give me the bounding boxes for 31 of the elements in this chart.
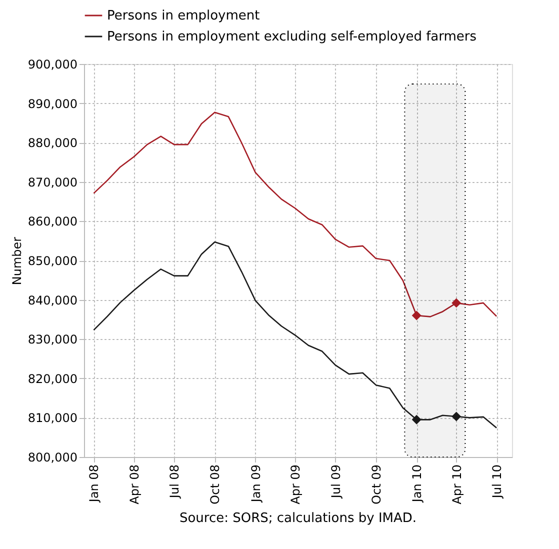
y-tick-label: 810,000	[28, 411, 78, 426]
x-tick-label: Apr 08	[127, 464, 142, 504]
y-tick-label: 800,000	[28, 450, 78, 464]
point	[412, 414, 422, 424]
y-tick-label: 870,000	[28, 175, 78, 190]
x-tick-label: Oct 08	[208, 464, 222, 504]
x-tick-label: Jul 10	[490, 464, 504, 500]
legend-label: Persons in employment excluding self-employed farmers	[107, 30, 477, 44]
source-note: Source: SORS; calculations by IMAD.	[179, 510, 417, 526]
y-tick-label: 860,000	[28, 214, 78, 229]
x-tick-label: Apr 09	[288, 464, 303, 504]
x-tick-label: Jul 09	[328, 464, 343, 500]
x-tick-label: Jan 10	[410, 464, 424, 504]
x-tick-label: Jul 08	[168, 464, 182, 500]
y-axis-title: Number	[10, 236, 24, 286]
y-tick-label: 890,000	[28, 96, 78, 111]
y-tick-label: 830,000	[28, 332, 78, 347]
line-series	[93, 241, 498, 429]
y-tick-label: 840,000	[28, 293, 78, 308]
x-tick-label: Jan 09	[248, 464, 263, 504]
x-tick-label: Oct 09	[369, 464, 384, 504]
y-tick-label: 850,000	[28, 254, 78, 268]
x-tick-label: Jan 08	[87, 464, 102, 504]
point	[412, 310, 422, 320]
legend-label: Persons in employment	[107, 8, 260, 24]
point	[452, 298, 462, 308]
y-tick-label: 880,000	[28, 136, 78, 150]
y-tick-label: 820,000	[28, 372, 78, 386]
x-tick-label: Apr 10	[450, 464, 464, 504]
point	[452, 412, 462, 422]
y-tick-label: 900,000	[28, 58, 78, 72]
